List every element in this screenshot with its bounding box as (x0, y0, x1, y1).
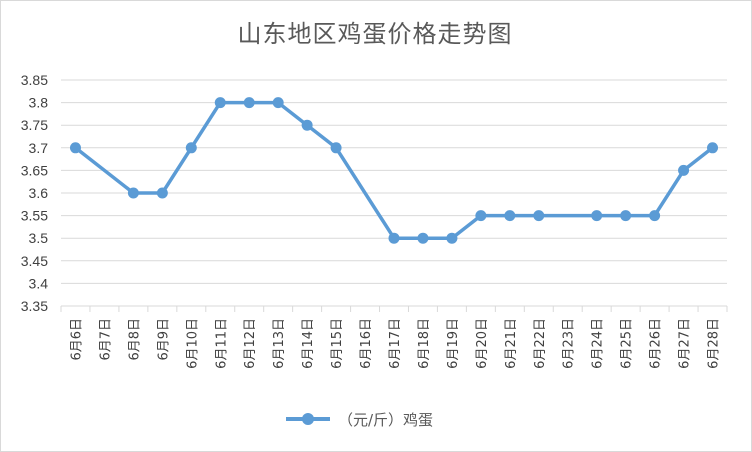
x-tick-label: 6月13日 (272, 318, 287, 369)
x-tick-label: 6月18日 (417, 318, 432, 369)
data-point (620, 210, 632, 222)
data-point (707, 142, 719, 154)
y-tick-label: 3.6 (29, 185, 49, 201)
data-point (504, 210, 516, 222)
data-point (127, 187, 139, 199)
x-tick-label: 6月20日 (475, 318, 490, 369)
x-tick-label: 6月26日 (649, 318, 664, 369)
legend-marker-icon (286, 408, 330, 430)
data-point (272, 97, 284, 109)
x-tick-label: 6月24日 (591, 318, 606, 369)
data-point (591, 210, 603, 222)
x-tick-label: 6月6日 (69, 318, 84, 361)
data-point (69, 142, 81, 154)
x-tick-label: 6月11日 (214, 318, 229, 369)
x-tick-label: 6月9日 (156, 318, 171, 361)
x-tick-label: 6月17日 (388, 318, 403, 369)
x-tick-label: 6月27日 (678, 318, 693, 369)
data-point (475, 210, 487, 222)
data-point (214, 97, 226, 109)
x-tick-label: 6月15日 (330, 318, 345, 369)
x-tick-label: 6月16日 (359, 318, 374, 369)
x-tick-label: 6月19日 (446, 318, 461, 369)
data-point (533, 210, 545, 222)
y-tick-label: 3.5 (29, 230, 49, 246)
data-point (301, 119, 313, 131)
legend-label: （元/斤）鸡蛋 (338, 410, 434, 429)
data-point (156, 187, 168, 199)
data-point (185, 142, 197, 154)
x-tick-label: 6月14日 (301, 318, 316, 369)
x-tick-label: 6月25日 (620, 318, 635, 369)
data-point (330, 142, 342, 154)
x-tick-label: 6月8日 (127, 318, 142, 361)
data-point (649, 210, 661, 222)
x-tick-label: 6月7日 (98, 318, 113, 361)
data-point (388, 232, 400, 244)
x-tick-label: 6月22日 (533, 318, 548, 369)
x-tick-label: 6月12日 (243, 318, 258, 369)
x-tick-label: 6月21日 (504, 318, 519, 369)
y-tick-label: 3.35 (21, 298, 48, 314)
y-tick-label: 3.8 (29, 95, 49, 111)
chart-title: 山东地区鸡蛋价格走势图 (237, 20, 513, 48)
x-tick-label: 6月28日 (707, 318, 722, 369)
legend: （元/斤）鸡蛋 (286, 408, 433, 430)
y-tick-label: 3.4 (29, 275, 49, 291)
x-tick-label: 6月23日 (562, 318, 577, 369)
x-tick-label: 6月10日 (185, 318, 200, 369)
data-point (243, 97, 255, 109)
data-point (446, 232, 458, 244)
data-point (678, 164, 690, 176)
data-point (417, 232, 429, 244)
y-tick-label: 3.65 (21, 162, 48, 178)
y-tick-label: 3.45 (21, 253, 48, 269)
y-tick-label: 3.7 (29, 140, 49, 156)
y-tick-label: 3.55 (21, 208, 48, 224)
y-tick-label: 3.85 (21, 72, 48, 88)
y-tick-label: 3.75 (21, 117, 48, 133)
